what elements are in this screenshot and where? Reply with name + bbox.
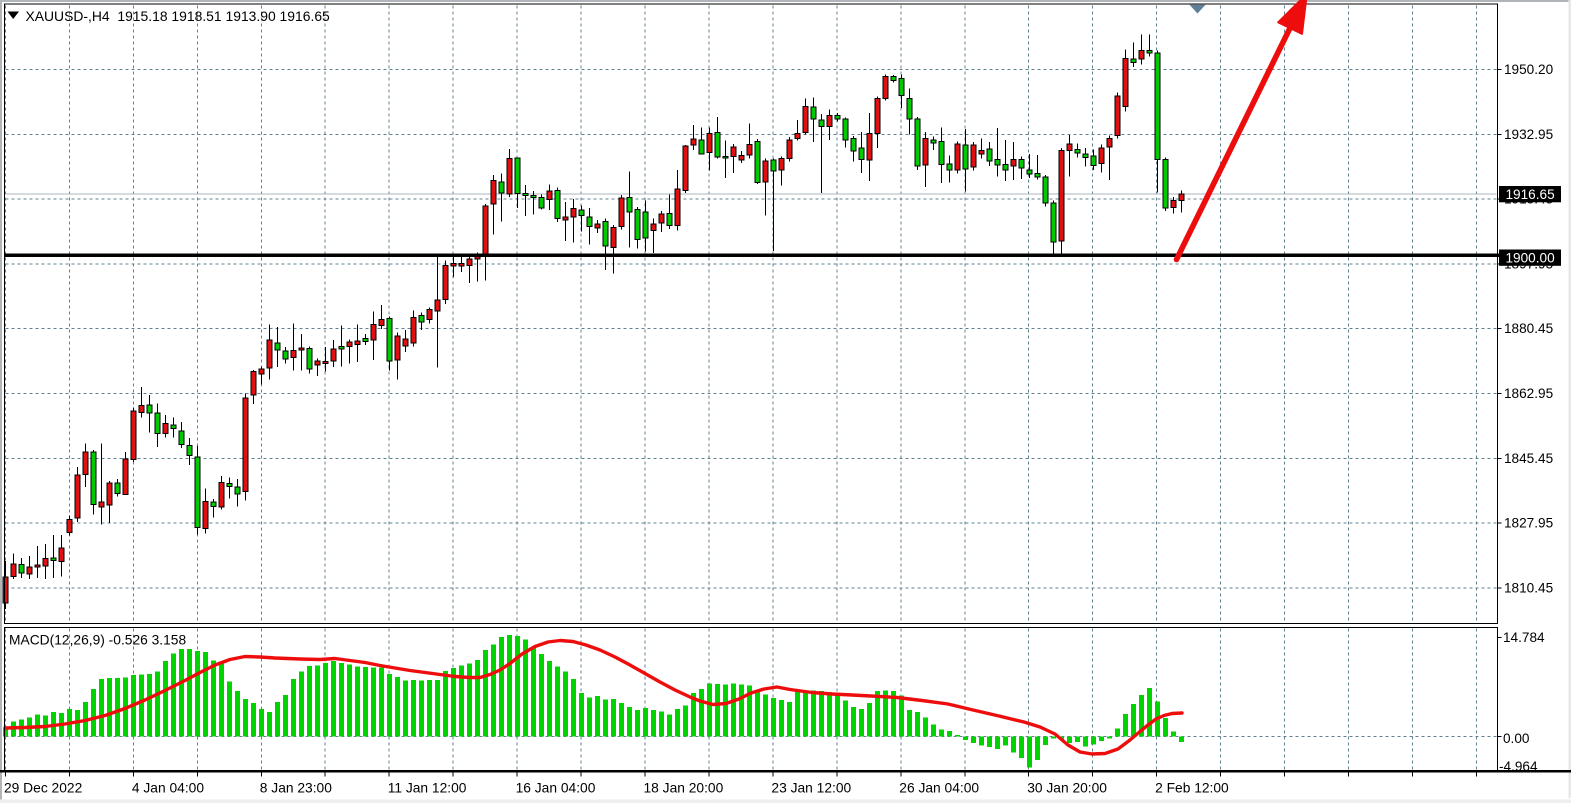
svg-text:16 Jan 04:00: 16 Jan 04:00 [516,780,596,795]
svg-text:30 Jan 20:00: 30 Jan 20:00 [1027,780,1107,795]
svg-text:1900.00: 1900.00 [1506,251,1556,266]
svg-text:2 Feb 12:00: 2 Feb 12:00 [1155,780,1229,795]
svg-text:1810.45: 1810.45 [1504,580,1553,595]
svg-text:29 Dec 2022: 29 Dec 2022 [4,780,82,795]
svg-text:0.00: 0.00 [1503,731,1530,746]
svg-text:1880.45: 1880.45 [1504,321,1553,336]
svg-text:26 Jan 04:00: 26 Jan 04:00 [899,780,979,795]
svg-text:XAUUSD-,H4 1915.18 1918.51 19: XAUUSD-,H4 1915.18 1918.51 1913.90 1916.… [26,8,331,24]
svg-text:1845.45: 1845.45 [1504,451,1553,466]
svg-text:14.784: 14.784 [1503,630,1545,645]
svg-text:23 Jan 12:00: 23 Jan 12:00 [771,780,851,795]
svg-text:1950.20: 1950.20 [1504,62,1554,77]
svg-text:18 Jan 20:00: 18 Jan 20:00 [644,780,724,795]
svg-text:1862.95: 1862.95 [1504,386,1553,401]
svg-text:1827.95: 1827.95 [1504,516,1553,531]
svg-text:8 Jan 23:00: 8 Jan 23:00 [260,780,332,795]
svg-text:MACD(12,26,9) -0.526 3.158: MACD(12,26,9) -0.526 3.158 [9,633,186,648]
svg-text:4 Jan 04:00: 4 Jan 04:00 [132,780,204,795]
svg-text:-4.964: -4.964 [1499,759,1538,774]
svg-text:11 Jan 12:00: 11 Jan 12:00 [388,780,467,795]
svg-text:1916.65: 1916.65 [1506,187,1555,202]
svg-text:1932.95: 1932.95 [1504,127,1553,142]
